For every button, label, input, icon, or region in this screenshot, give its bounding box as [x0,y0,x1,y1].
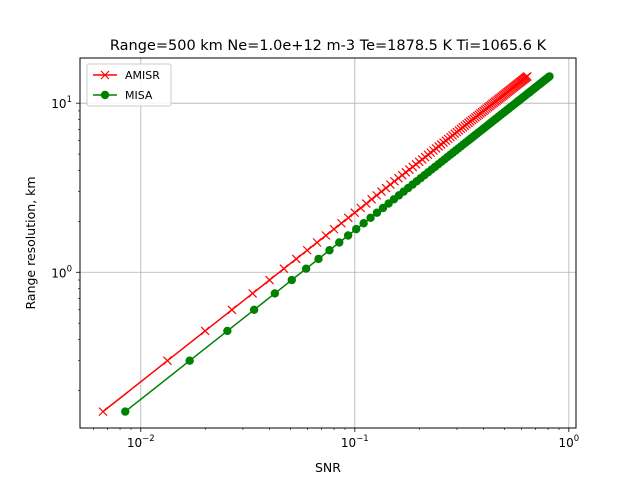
y-tick-label: 100 [51,264,72,280]
data-point-amisr [291,254,301,264]
data-point-amisr [377,187,386,197]
data-point-misa [352,224,361,234]
data-point-amisr [336,218,346,228]
x-tick-label: 100 [558,434,579,450]
data-point-misa [343,231,353,240]
data-point-misa [359,219,368,228]
data-point-misa [366,213,375,222]
data-point-amisr [321,231,331,240]
data-point-amisr [163,356,172,366]
x-axis-label: SNR [315,460,341,475]
ticks: 10−2 10−1 100 100 101 [51,95,579,450]
data-point-amisr [381,183,391,193]
data-point-amisr [372,190,382,200]
data-point-misa [545,72,554,81]
data-point-misa [223,326,232,336]
data-point-misa [335,238,344,247]
data-point-amisr [200,326,210,336]
data-point-misa [249,305,259,315]
data-point-amisr [279,264,289,274]
plot-markers [98,71,554,417]
legend-amisr-label: AMISR [125,69,160,82]
data-point-amisr [329,224,339,234]
y-axis-label: Range resolution, km [23,176,38,309]
data-point-amisr [367,194,377,204]
data-point-misa [314,254,323,264]
data-point-amisr [227,305,237,315]
data-point-amisr [350,208,360,218]
axes-frame [79,57,577,429]
chart-title: Range=500 km Ne=1.0e+12 m-3 Te=1878.5 K … [110,38,547,54]
data-point-misa [372,208,382,217]
data-point-amisr [98,407,108,417]
x-tick-label: 10−2 [127,434,155,450]
legend-misa-marker [100,90,110,100]
data-point-amisr [248,288,258,298]
data-point-misa [301,264,311,273]
data-point-amisr [385,180,395,190]
data-point-amisr [522,71,532,81]
data-point-amisr [312,238,322,247]
data-point-misa [121,407,130,416]
data-point-amisr [265,275,274,285]
data-point-amisr [361,199,371,208]
data-point-misa [287,275,296,285]
data-point-misa [270,289,280,298]
data-point-amisr [356,203,366,213]
data-point-amisr [343,213,353,223]
data-point-amisr [302,245,312,255]
legend: AMISR MISA [86,63,172,107]
data-point-misa [185,356,194,365]
x-tick-label: 10−1 [341,434,369,450]
y-tick-label: 101 [51,95,72,111]
legend-misa-label: MISA [125,89,153,102]
data-point-misa [378,203,388,213]
data-point-misa [325,246,334,255]
legend-amisr-marker [100,70,110,80]
